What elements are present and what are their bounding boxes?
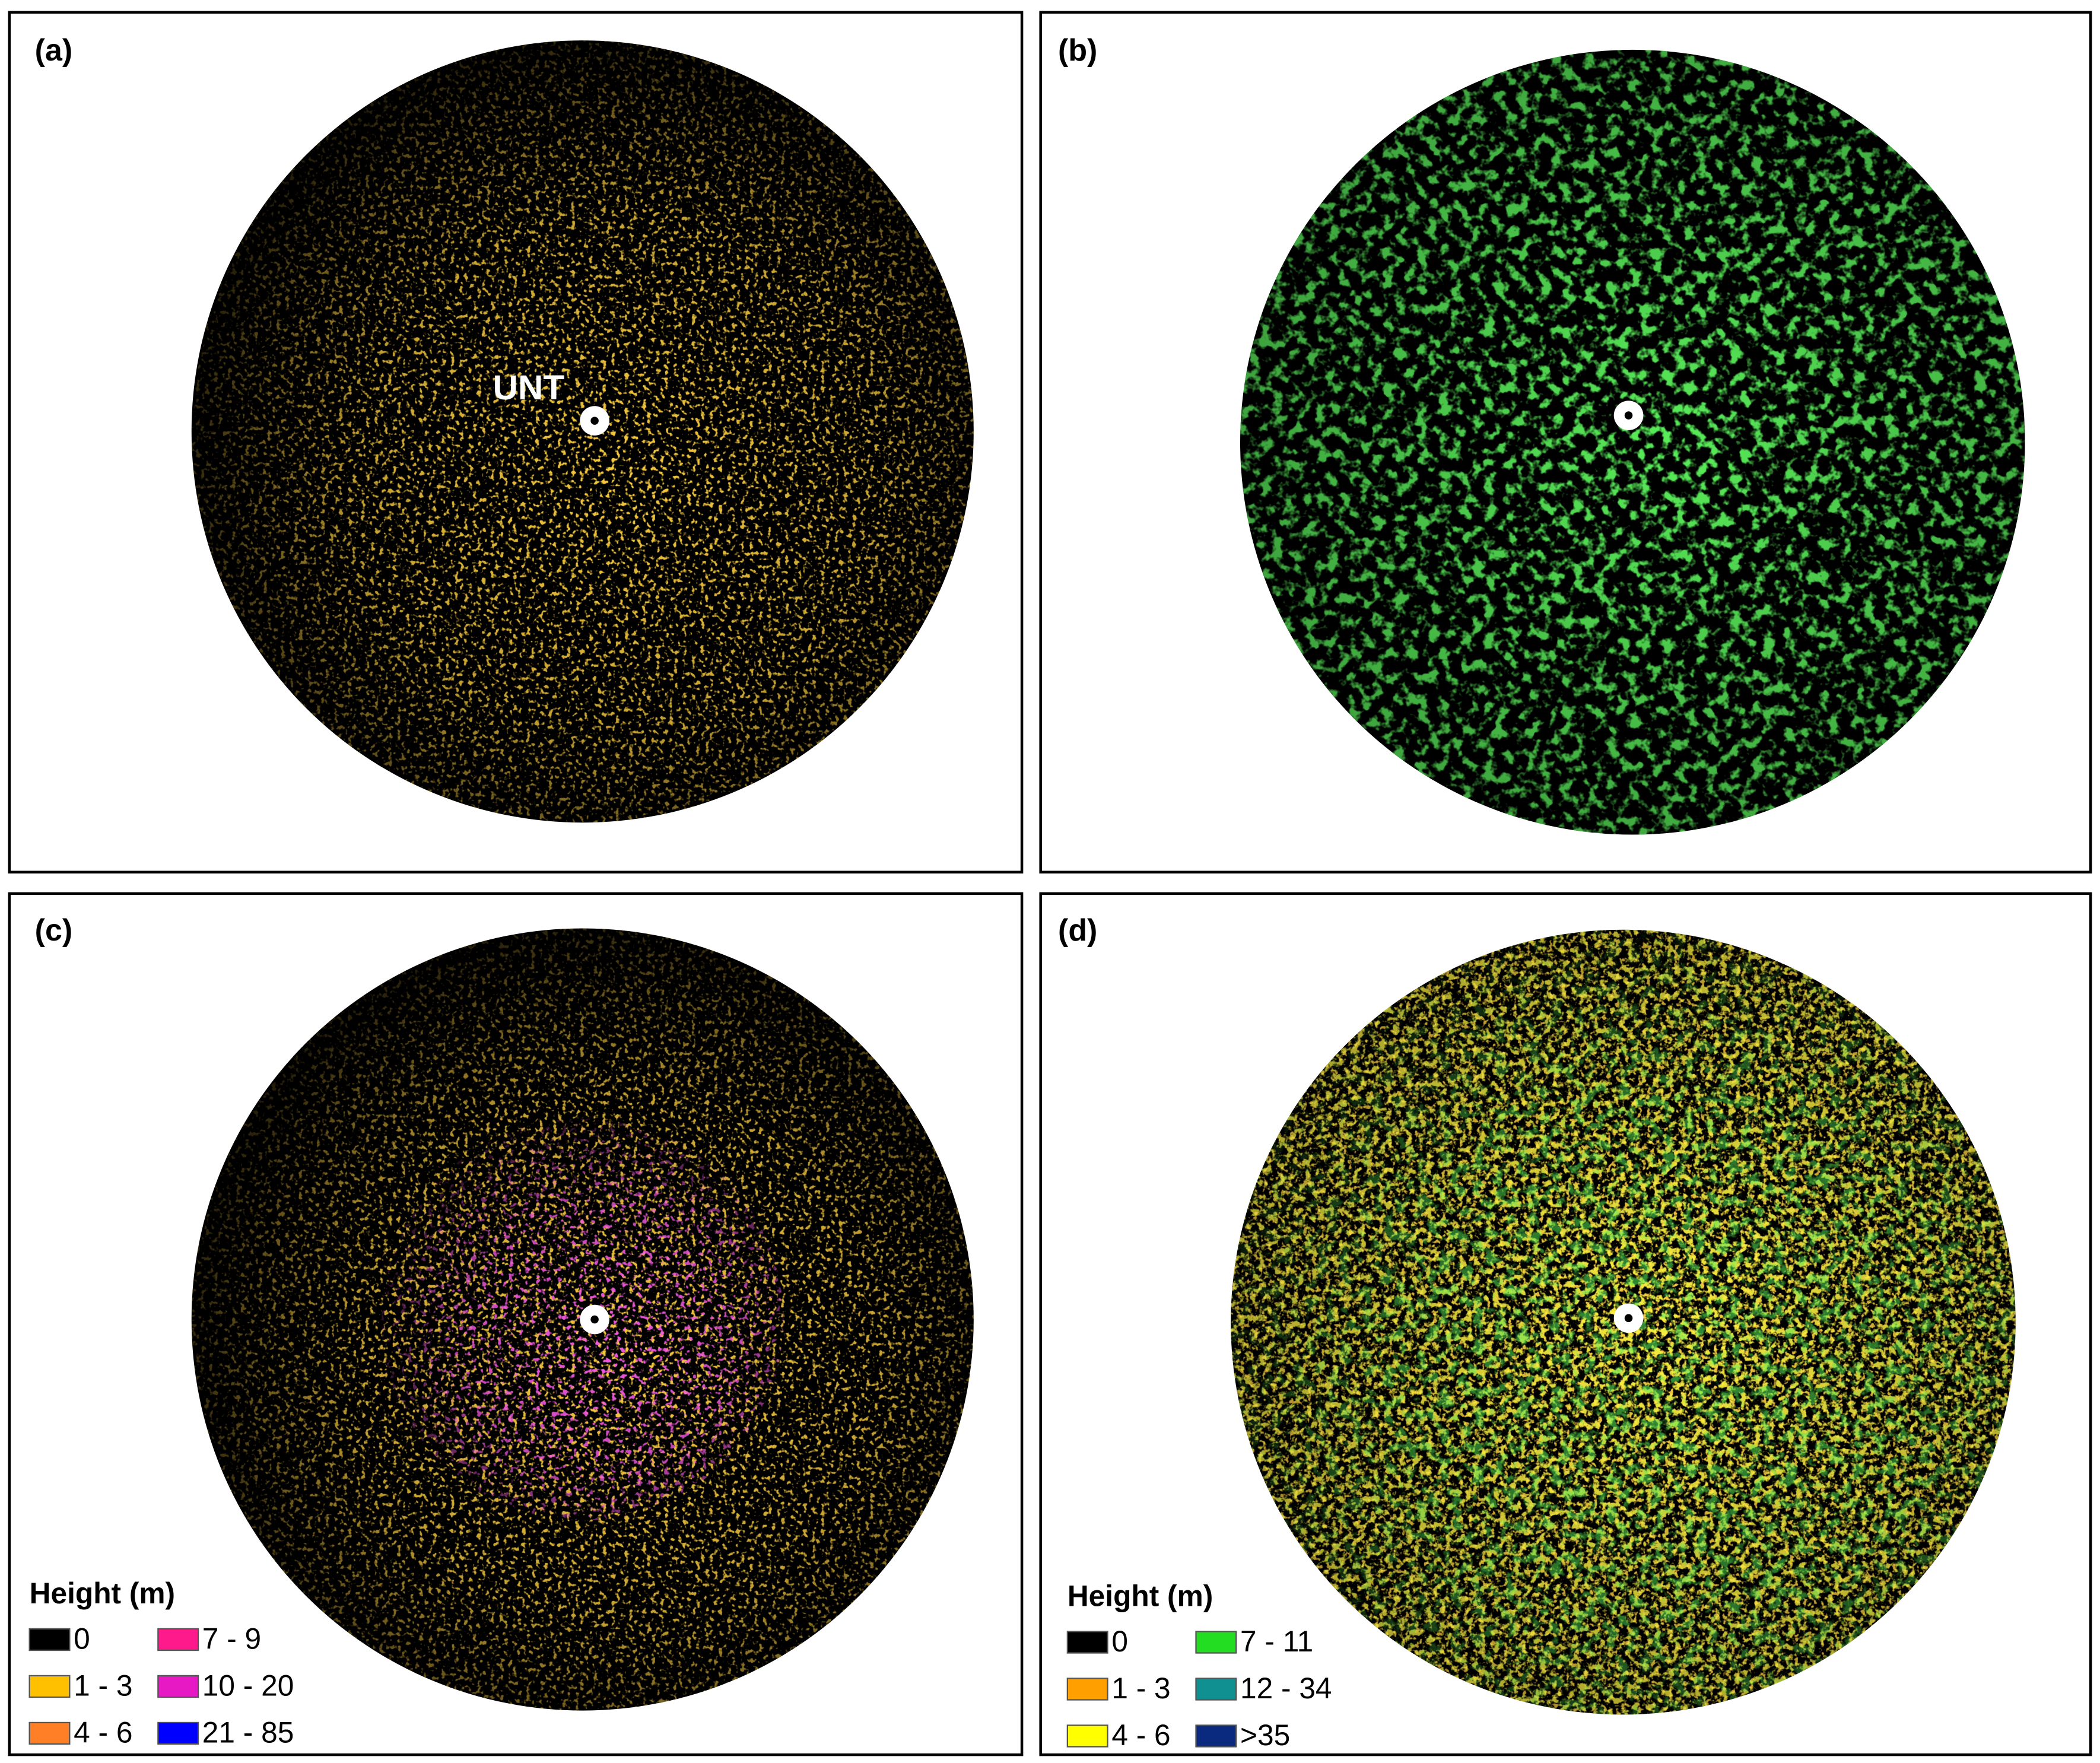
- center-marker: [1613, 401, 1644, 430]
- map-texture: [191, 40, 974, 823]
- legend-label: 4 - 6: [1111, 1718, 1170, 1752]
- center-marker: [580, 406, 609, 436]
- legend-title: Height (m): [1068, 1580, 1213, 1613]
- center-marker: [1613, 1303, 1644, 1333]
- legend-swatch: [157, 1628, 199, 1651]
- legend-swatch: [1195, 1678, 1237, 1701]
- legend-label: 21 - 85: [202, 1716, 294, 1749]
- legend-label: >35: [1240, 1718, 1290, 1752]
- legend-swatch: [157, 1675, 199, 1698]
- panel-label: (a): [35, 33, 72, 68]
- legend-label: 0: [74, 1622, 90, 1655]
- panel-label: (c): [35, 913, 72, 948]
- legend-swatch: [28, 1675, 71, 1698]
- legend-swatch: [1195, 1724, 1237, 1748]
- legend-swatch: [1066, 1678, 1108, 1701]
- legend-swatch: [157, 1721, 199, 1745]
- legend-label: 4 - 6: [74, 1716, 132, 1749]
- legend-swatch: [1195, 1631, 1237, 1654]
- legend-label: 7 - 9: [202, 1622, 261, 1655]
- panel-label: (b): [1058, 33, 1097, 68]
- legend-label: 7 - 11: [1240, 1625, 1313, 1658]
- map-texture: [1240, 49, 2025, 835]
- legend-swatch: [1066, 1724, 1108, 1748]
- legend-title: Height (m): [30, 1577, 175, 1610]
- legends: Height (m) 0 1 - 3 4 - 6 7 - 9 10 - 20 21 - 85…: [28, 1577, 1332, 1752]
- legend-swatch: [1066, 1631, 1108, 1654]
- legend-label: 1 - 3: [74, 1669, 132, 1702]
- panel-label: (d): [1058, 913, 1097, 948]
- legend-label: 0: [1111, 1625, 1128, 1658]
- legend-label: 10 - 20: [202, 1669, 294, 1702]
- annotation: UNT: [493, 369, 565, 407]
- legend-label: 12 - 34: [1240, 1672, 1332, 1705]
- center-marker: [580, 1304, 609, 1335]
- legend-swatch: [28, 1721, 71, 1745]
- legend-label: 1 - 3: [1111, 1672, 1170, 1705]
- legend-swatch: [28, 1628, 71, 1651]
